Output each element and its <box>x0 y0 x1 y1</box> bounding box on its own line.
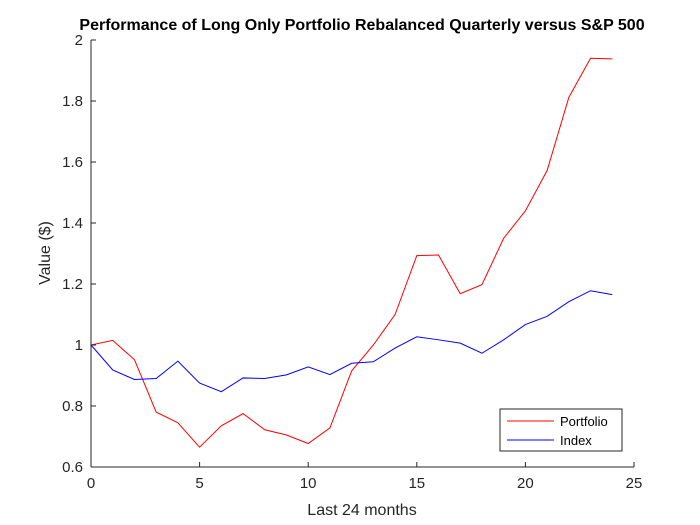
legend-label-portfolio: Portfolio <box>560 414 608 429</box>
y-axis-label: Value ($) <box>37 221 54 285</box>
y-tick-label: 1.8 <box>62 93 83 110</box>
legend: Portfolio Index <box>499 408 623 452</box>
chart-title: Performance of Long Only Portfolio Rebal… <box>79 17 644 34</box>
axes-layer <box>90 40 634 468</box>
y-tick-label: 1.2 <box>62 276 83 293</box>
x-tick-label: 15 <box>408 475 425 492</box>
ticks-layer: 0 5 10 15 20 25 0.6 0.8 1 1.2 1.4 1.6 1.8 2 <box>62 32 642 492</box>
x-axis-label: Last 24 months <box>307 502 416 519</box>
x-tick-label: 25 <box>626 475 643 492</box>
y-tick-label: 0.8 <box>62 398 83 415</box>
series-line-index <box>90 290 613 393</box>
x-tick-label: 5 <box>195 475 203 492</box>
legend-label-index: Index <box>560 433 592 448</box>
x-tick-label: 0 <box>87 475 95 492</box>
y-tick-label: 1.4 <box>62 215 83 232</box>
y-tick-label: 1.6 <box>62 154 83 171</box>
series-layer <box>90 57 613 448</box>
series-line-portfolio <box>90 57 613 448</box>
y-tick-label: 2 <box>75 32 83 49</box>
y-tick-label: 1 <box>75 337 83 354</box>
plot-background <box>91 40 634 467</box>
y-tick-label: 0.6 <box>62 459 83 476</box>
x-tick-label: 10 <box>300 475 317 492</box>
x-tick-label: 20 <box>517 475 534 492</box>
legend-box <box>499 408 623 452</box>
